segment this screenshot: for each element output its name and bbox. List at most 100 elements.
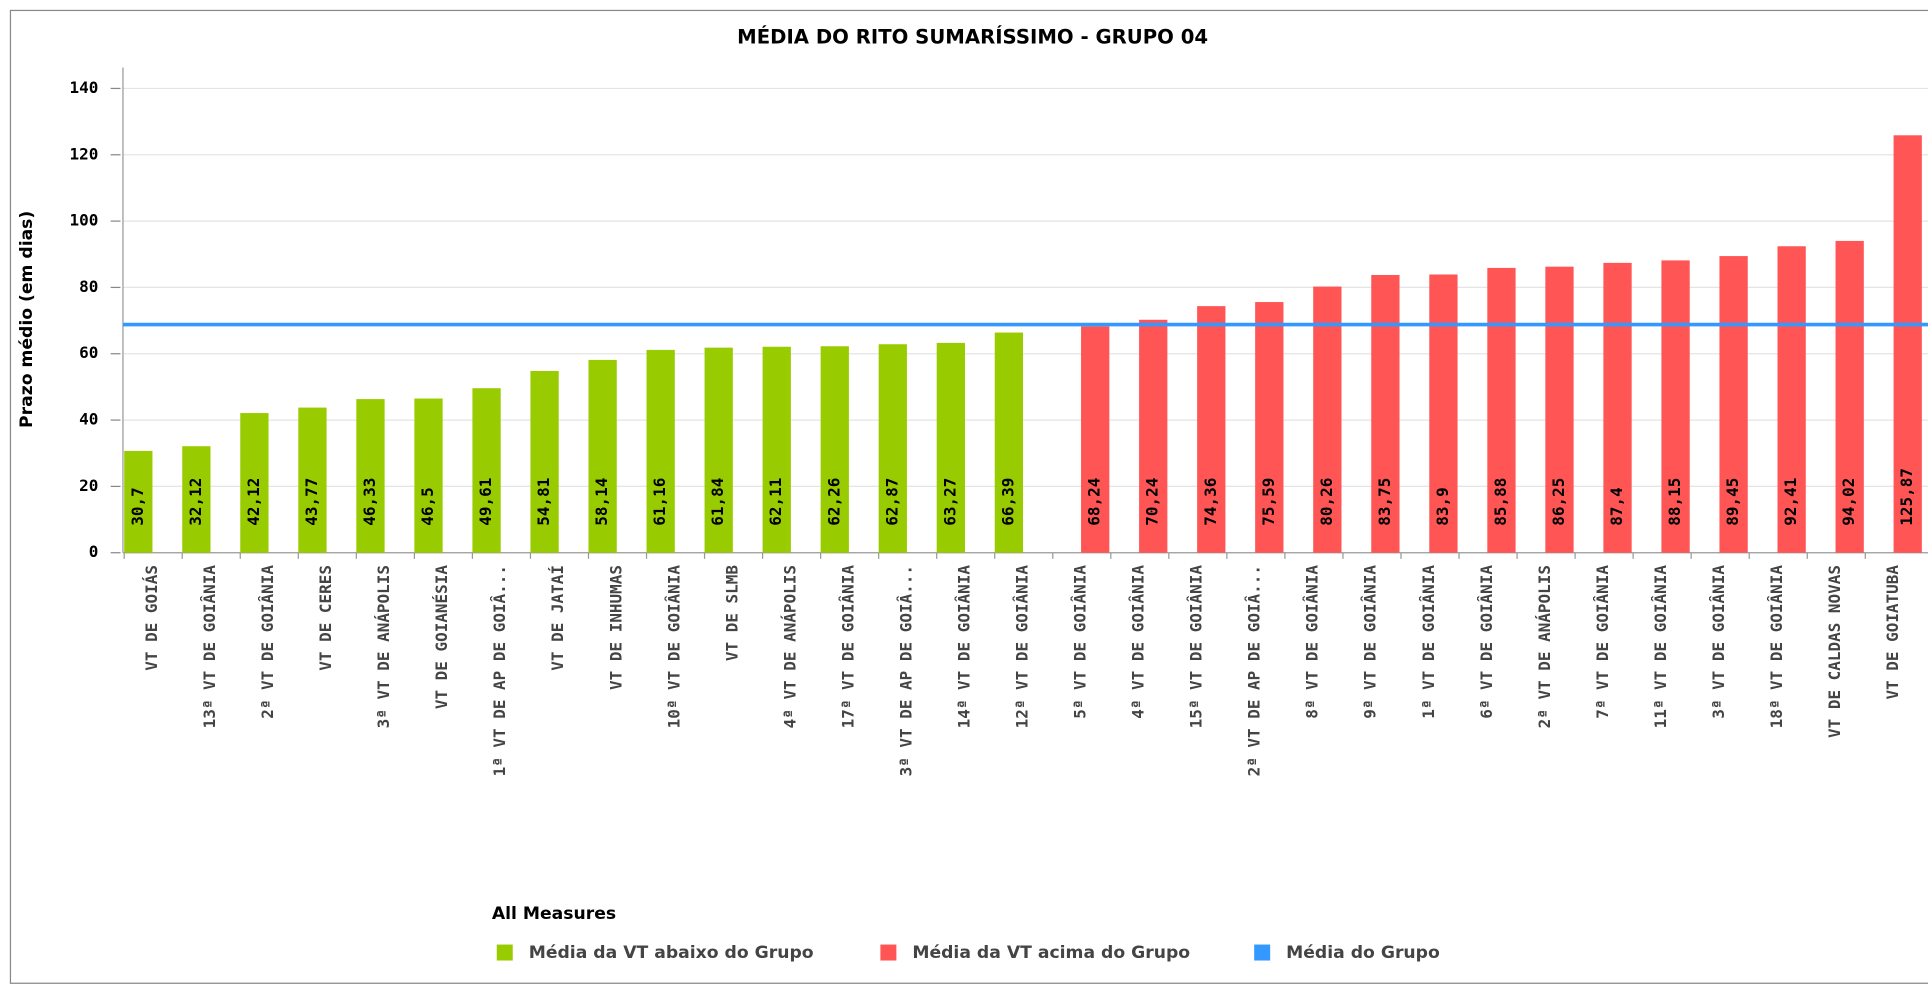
legend-label: Média do Grupo xyxy=(1286,943,1440,963)
bar xyxy=(240,413,269,553)
frame xyxy=(9,9,1928,984)
bar xyxy=(1429,274,1458,553)
value-label: 54,81 xyxy=(534,478,553,526)
value-label: 86,25 xyxy=(1549,478,1568,526)
y-axis-title: Prazo médio (em dias) xyxy=(17,211,37,428)
value-label: 61,84 xyxy=(708,478,727,526)
x-tick-label: 2ª VT DE AP DE GOIÂ... xyxy=(1245,565,1264,776)
legend-label: Média da VT abaixo do Grupo xyxy=(529,943,814,963)
x-tick-label: VT DE GOIATUBA xyxy=(1883,565,1902,700)
value-label: 63,27 xyxy=(940,478,959,526)
x-tick-label: VT DE INHUMAS xyxy=(606,565,625,690)
value-label: 70,24 xyxy=(1143,478,1162,526)
bar xyxy=(298,407,327,553)
bar xyxy=(936,342,965,553)
bar xyxy=(1893,135,1922,553)
bar xyxy=(1197,306,1226,553)
bar xyxy=(1545,266,1574,553)
value-label: 87,4 xyxy=(1607,487,1626,525)
bar xyxy=(1139,319,1168,553)
x-tick-label: 3ª VT DE ANÁPOLIS xyxy=(374,565,393,728)
bar xyxy=(820,346,849,553)
x-tick-label: 1ª VT DE GOIÂNIA xyxy=(1419,565,1438,719)
legend-title: All Measures xyxy=(492,904,616,924)
x-tick-label: 8ª VT DE GOIÂNIA xyxy=(1303,565,1322,719)
bar xyxy=(414,398,443,553)
y-tick-label: 40 xyxy=(79,410,98,429)
bar xyxy=(1081,326,1110,553)
x-tick-label: 7ª VT DE GOIÂNIA xyxy=(1593,565,1612,719)
x-tick-label: 3ª VT DE GOIÂNIA xyxy=(1709,565,1728,719)
bar xyxy=(472,388,501,553)
value-label: 49,61 xyxy=(476,478,495,526)
y-tick-label: 20 xyxy=(79,476,98,495)
x-tick-label: 14ª VT DE GOIÂNIA xyxy=(954,565,973,729)
x-tick-label: 17ª VT DE GOIÂNIA xyxy=(838,565,857,729)
bar xyxy=(182,446,211,553)
bar xyxy=(1719,256,1748,553)
bar xyxy=(878,344,907,553)
value-label: 42,12 xyxy=(244,478,263,526)
x-tick-label: 15ª VT DE GOIÂNIA xyxy=(1187,565,1206,729)
value-label: 62,11 xyxy=(766,478,785,526)
value-label: 83,75 xyxy=(1375,478,1394,526)
x-tick-label: VT DE GOIÁS xyxy=(142,565,161,671)
y-tick-label: 140 xyxy=(70,78,99,97)
x-tick-label: 13ª VT DE GOIÂNIA xyxy=(200,565,219,729)
value-label: 85,88 xyxy=(1491,478,1510,526)
bar xyxy=(124,450,153,553)
value-label: 30,7 xyxy=(128,487,147,525)
bar xyxy=(1371,274,1400,553)
bar xyxy=(762,346,791,553)
value-label: 46,33 xyxy=(360,478,379,526)
value-label: 32,12 xyxy=(186,478,205,526)
x-tick-label: VT DE CALDAS NOVAS xyxy=(1825,565,1844,738)
x-tick-label: 1ª VT DE AP DE GOIÂ... xyxy=(490,565,509,776)
value-label: 58,14 xyxy=(592,478,611,526)
x-tick-label: 18ª VT DE GOIÂNIA xyxy=(1767,565,1786,729)
y-tick-label: 80 xyxy=(79,277,98,296)
x-tick-label: 2ª VT DE GOIÂNIA xyxy=(258,565,277,719)
bar xyxy=(1835,240,1864,553)
x-tick-label: 9ª VT DE GOIÂNIA xyxy=(1361,565,1380,719)
value-label: 89,45 xyxy=(1723,478,1742,526)
x-tick-label: 4ª VT DE GOIÂNIA xyxy=(1129,565,1148,719)
legend-swatch xyxy=(880,944,897,961)
value-label: 62,26 xyxy=(824,478,843,526)
value-label: 46,5 xyxy=(418,487,437,525)
value-label: 92,41 xyxy=(1781,478,1800,526)
x-tick-label: 12ª VT DE GOIÂNIA xyxy=(1013,565,1032,729)
value-label: 94,02 xyxy=(1839,478,1858,526)
value-label: 74,36 xyxy=(1201,478,1220,526)
bar xyxy=(1313,286,1342,553)
x-tick-label: VT DE GOIANÉSIA xyxy=(432,565,451,710)
x-tick-label: 2ª VT DE ANÁPOLIS xyxy=(1535,565,1554,728)
bar xyxy=(646,349,675,553)
y-tick-label: 60 xyxy=(79,343,98,362)
x-tick-label: 4ª VT DE ANÁPOLIS xyxy=(780,565,799,728)
y-tick-label: 120 xyxy=(70,144,99,163)
x-tick-label: 6ª VT DE GOIÂNIA xyxy=(1477,565,1496,719)
value-label: 88,15 xyxy=(1665,478,1684,526)
x-tick-label: VT DE SLMB xyxy=(722,565,741,661)
value-label: 83,9 xyxy=(1433,487,1452,525)
x-tick-label: 10ª VT DE GOIÂNIA xyxy=(664,565,683,729)
x-tick-label: 3ª VT DE AP DE GOIÂ... xyxy=(896,565,915,776)
bar xyxy=(704,347,733,553)
chart-title: MÉDIA DO RITO SUMARÍSSIMO - GRUPO 04 xyxy=(737,26,1208,49)
x-tick-label: 5ª VT DE GOIÂNIA xyxy=(1071,565,1090,719)
value-label: 68,24 xyxy=(1085,478,1104,526)
x-tick-label: VT DE CERES xyxy=(316,565,335,671)
y-tick-label: 100 xyxy=(70,211,99,230)
bar xyxy=(1661,260,1690,553)
bar xyxy=(1603,262,1632,553)
legend-swatch xyxy=(496,944,513,961)
value-label: 125,87 xyxy=(1897,468,1916,526)
value-label: 62,87 xyxy=(882,478,901,526)
value-label: 43,77 xyxy=(302,478,321,526)
bar xyxy=(994,332,1024,553)
bar xyxy=(530,370,559,553)
value-label: 61,16 xyxy=(650,478,669,526)
